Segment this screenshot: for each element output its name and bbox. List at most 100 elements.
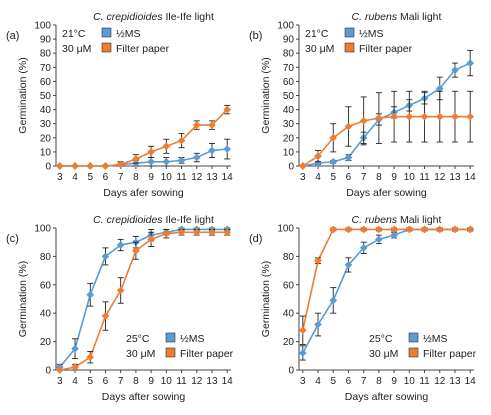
y-tick-label: 80 [40, 49, 52, 60]
panel-1: (b) C. rubens Mali light 0 10 20 30 40 50 60 70 80… [249, 11, 476, 199]
y-tick-label: 100 [34, 21, 51, 32]
panel-title: C. rubens Mali light [352, 11, 442, 23]
data-point-filter [390, 112, 398, 121]
x-tick-label: 8 [133, 376, 139, 387]
legend-label-filter: Filter paper [116, 43, 170, 55]
data-point-filter [223, 228, 232, 237]
x-tick-label: 6 [346, 376, 352, 387]
data-point-filter [147, 148, 155, 156]
data-point-ms [298, 349, 307, 357]
data-point-ms [208, 146, 216, 155]
data-point-filter [375, 225, 383, 234]
temperature-label: 21°C [305, 28, 329, 40]
x-axis-label: Days after sowing [102, 391, 186, 403]
data-point-ms [359, 244, 368, 252]
title-species: C. crepidioides [93, 214, 163, 226]
x-axis-label: Days afer sowing [346, 187, 427, 199]
y-tick-label: 20 [283, 133, 295, 144]
y-tick-label: 0 [288, 162, 294, 173]
x-tick-label: 9 [391, 172, 397, 183]
data-point-filter [71, 363, 79, 371]
legend: 25°C 30 μM ½MS Filter paper [369, 332, 477, 360]
title-light: Mali light [397, 11, 441, 23]
x-axis-label: Days afer sowing [103, 187, 184, 199]
data-point-ms [466, 59, 475, 67]
concentration-label: 30 μM [305, 43, 334, 55]
series-line-filter [59, 109, 228, 167]
x-tick-label: 5 [87, 172, 93, 183]
legend-swatch-ms [101, 27, 112, 38]
x-tick-label: 7 [118, 376, 124, 387]
data-point-filter [435, 225, 444, 234]
data-point-filter [55, 366, 64, 374]
x-tick-label: 11 [176, 172, 187, 183]
x-tick-label: 3 [57, 376, 63, 387]
data-point-ms [344, 153, 353, 162]
x-tick-label: 12 [434, 172, 446, 183]
data-point-ms [329, 157, 338, 166]
data-point-ms [223, 145, 232, 153]
x-tick-label: 13 [206, 376, 218, 387]
x-tick-label: 13 [206, 172, 218, 183]
legend-label-filter: Filter paper [180, 348, 234, 360]
x-tick-label: 7 [361, 172, 367, 183]
data-point-ms [375, 235, 383, 244]
data-point-ms [162, 157, 171, 166]
x-tick-label: 5 [330, 376, 336, 387]
data-point-filter [86, 162, 95, 170]
x-tick-label: 14 [465, 376, 477, 387]
legend: 21°C 30 μM ½MS Filter paper [62, 27, 170, 55]
title-light: Mali light [397, 214, 441, 226]
legend-label-ms: ½MS [423, 333, 448, 345]
legend-swatch-ms [344, 27, 355, 38]
x-tick-label: 13 [449, 376, 461, 387]
series-filter [298, 90, 475, 170]
y-tick-label: 40 [40, 309, 52, 320]
data-point-ms [86, 290, 95, 299]
y-tick-label: 90 [40, 35, 52, 46]
concentration-label: 30 μM [126, 348, 155, 360]
legend-swatch-ms [165, 332, 176, 343]
data-point-filter [208, 228, 216, 237]
data-point-filter [420, 225, 429, 234]
concentration-label: 30 μM [62, 43, 91, 55]
data-point-filter [359, 117, 368, 125]
data-point-filter [192, 121, 201, 129]
y-tick-label: 100 [277, 21, 294, 32]
data-point-filter [116, 160, 125, 169]
x-tick-label: 3 [57, 172, 63, 183]
data-point-filter [192, 228, 201, 237]
series-line-filter [302, 228, 471, 331]
title-species: C. rubens [352, 214, 398, 226]
x-tick-label: 7 [118, 172, 124, 183]
data-point-ms [116, 241, 125, 249]
data-point-filter [132, 246, 140, 255]
y-tick-label: 0 [45, 366, 51, 377]
y-tick-label: 50 [40, 91, 52, 102]
x-axis-label: Days after sowing [345, 391, 429, 403]
data-point-filter [162, 142, 171, 151]
y-tick-label: 70 [40, 63, 52, 74]
data-point-filter [344, 225, 353, 234]
y-tick-label: 20 [40, 133, 52, 144]
legend-label-filter: Filter paper [423, 348, 477, 360]
x-tick-label: 5 [330, 172, 336, 183]
x-tick-label: 7 [361, 376, 367, 387]
legend-swatch-ms [408, 332, 419, 343]
series-line-ms [302, 62, 471, 167]
x-tick-label: 3 [300, 172, 306, 183]
data-point-filter [314, 256, 322, 265]
x-tick-label: 9 [391, 376, 397, 387]
x-tick-label: 5 [87, 376, 93, 387]
x-tick-label: 4 [72, 376, 78, 387]
data-point-ms [329, 296, 338, 305]
y-tick-label: 40 [40, 105, 52, 116]
panel-label: (a) [6, 30, 19, 42]
data-point-filter [132, 155, 140, 163]
data-point-filter [451, 112, 459, 121]
data-point-ms [390, 231, 398, 239]
data-point-ms [147, 157, 155, 166]
y-axis-label: Germination (%) [260, 261, 272, 337]
y-axis-label: Germination (%) [17, 57, 29, 133]
data-point-filter [420, 112, 429, 121]
